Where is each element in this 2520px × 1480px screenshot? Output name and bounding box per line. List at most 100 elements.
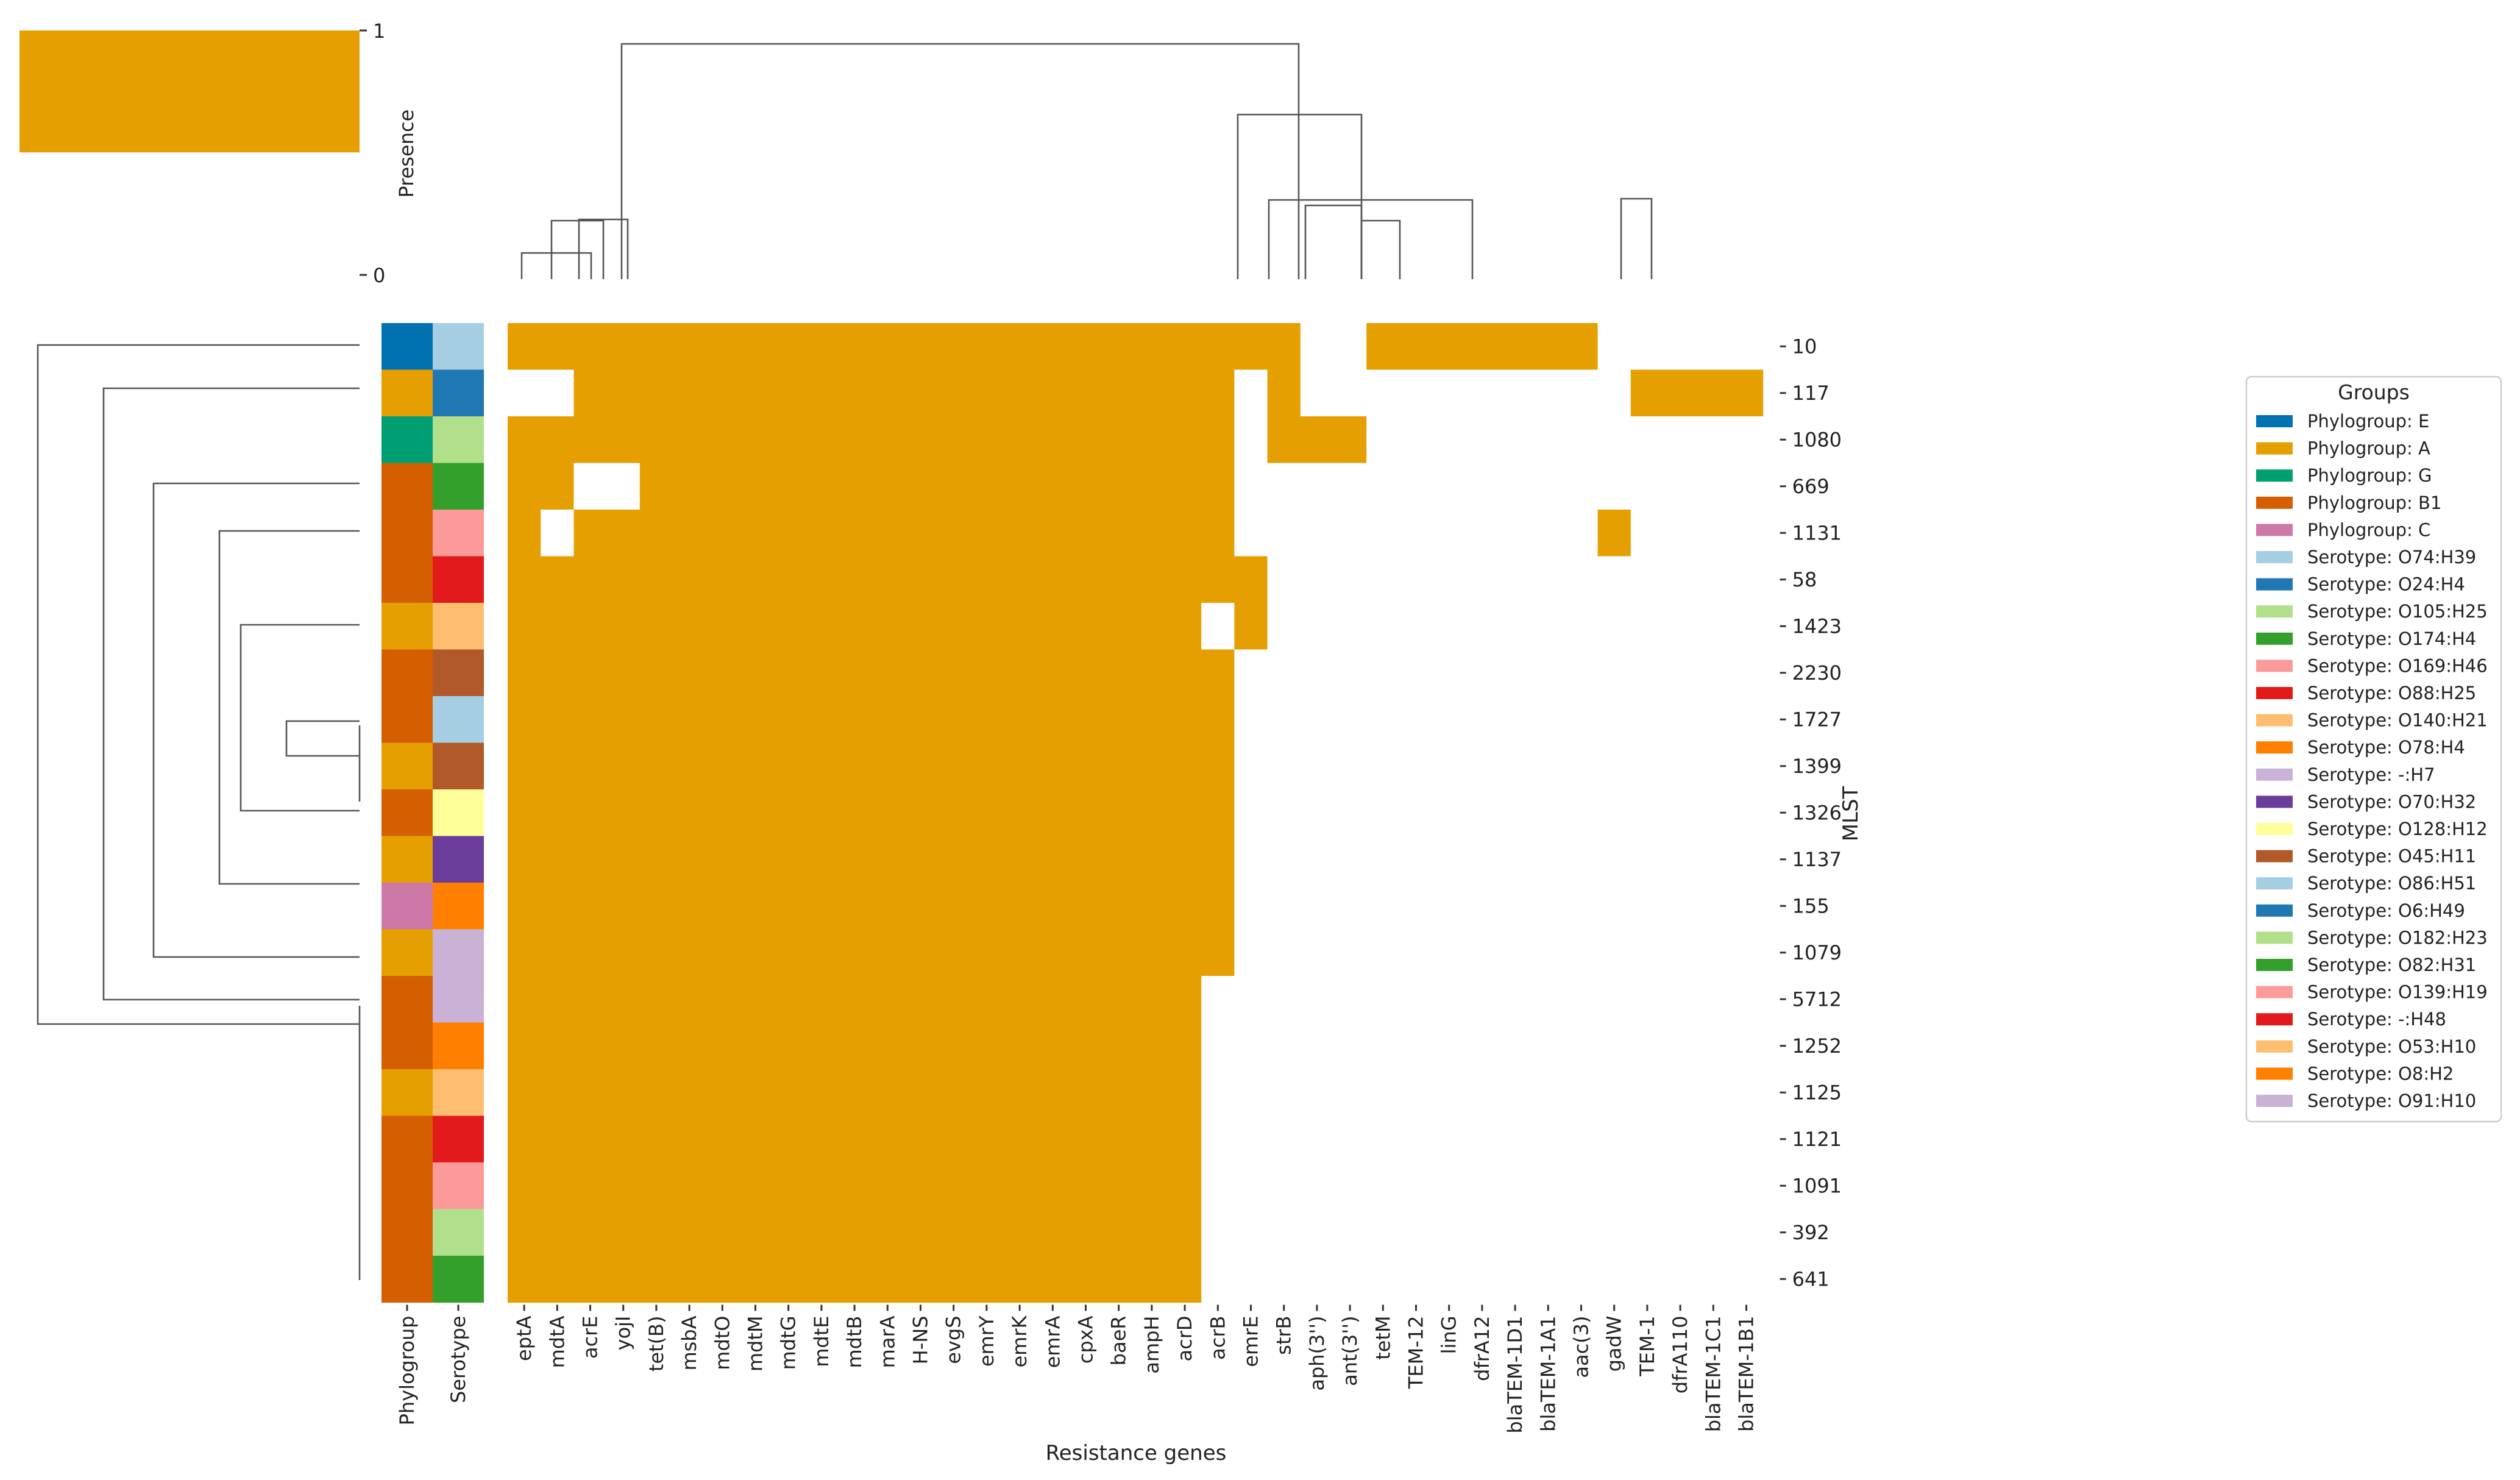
heatmap-cell	[1730, 323, 1764, 371]
heatmap-cell	[937, 463, 971, 510]
heatmap-cell	[1399, 510, 1433, 557]
dendrogram-link	[520, 252, 592, 279]
heatmap-cell	[1234, 463, 1268, 510]
heatmap-cell	[1102, 603, 1136, 650]
heatmap-cell	[1300, 1069, 1334, 1117]
heatmap-cell	[1102, 1022, 1136, 1070]
heatmap-cell	[1201, 416, 1235, 464]
heatmap-cell	[1036, 1209, 1070, 1256]
heatmap-cell	[1135, 1022, 1169, 1070]
heatmap-cell	[573, 929, 608, 977]
heatmap-cell	[970, 883, 1004, 930]
legend-swatch	[2256, 795, 2293, 808]
dendrogram-link	[102, 387, 360, 1001]
heatmap-cell	[706, 463, 739, 510]
heatmap-cell	[1597, 603, 1631, 650]
heatmap-cell	[1465, 1256, 1499, 1303]
heatmap-cell	[1499, 789, 1532, 837]
heatmap-cell	[937, 883, 971, 930]
heatmap-cell	[937, 1022, 971, 1070]
mlst-tick-label: 1125	[1792, 1081, 1842, 1104]
heatmap-cell	[1135, 1069, 1169, 1117]
heatmap-cell	[1168, 1069, 1202, 1117]
heatmap-cell	[739, 1069, 773, 1117]
phylogroup-cell	[382, 369, 433, 417]
heatmap-cell	[1267, 463, 1301, 510]
legend-swatch	[2256, 605, 2293, 618]
gene-tick-label: strB	[1272, 1316, 1296, 1355]
heatmap-cell	[871, 836, 904, 883]
annotation-columns	[382, 323, 484, 1303]
heatmap-cell	[937, 696, 971, 744]
gene-tick-label: cpxA	[1074, 1315, 1098, 1364]
heatmap-cell	[639, 510, 673, 557]
heatmap-cell	[1333, 976, 1367, 1023]
gene-tick-label: acrB	[1206, 1316, 1229, 1360]
heatmap-cell	[772, 742, 806, 790]
heatmap-cell	[1168, 649, 1202, 697]
phylogroup-cell	[382, 836, 433, 883]
heatmap-cell	[573, 883, 608, 930]
heatmap-cell	[1135, 416, 1169, 464]
heatmap-cell	[1003, 463, 1037, 510]
heatmap-cell	[871, 883, 904, 930]
heatmap-cell	[508, 1115, 541, 1163]
gene-tick-label: yojI	[612, 1316, 635, 1351]
mlst-tick-label: 2230	[1792, 661, 1842, 685]
heatmap-cell	[871, 789, 904, 837]
heatmap-cell	[1465, 1069, 1499, 1117]
heatmap-cell	[706, 556, 739, 603]
heatmap-cell	[838, 1256, 871, 1303]
heatmap-cells	[508, 323, 1764, 1303]
heatmap-cell	[1234, 1256, 1268, 1303]
legend-swatch	[2256, 904, 2293, 917]
heatmap-cell	[804, 649, 839, 697]
heatmap-cell	[1366, 883, 1400, 930]
heatmap-cell	[970, 649, 1004, 697]
heatmap-cell	[1267, 1256, 1301, 1303]
heatmap-cell	[508, 1256, 541, 1303]
heatmap-cell	[1697, 836, 1730, 883]
dendrogram-link	[152, 482, 360, 958]
heatmap-cell	[673, 1209, 706, 1256]
heatmap-cell	[1697, 789, 1730, 837]
heatmap-cell	[1532, 556, 1565, 603]
heatmap-cell	[1333, 1209, 1367, 1256]
heatmap-cell	[1432, 789, 1466, 837]
heatmap-cell	[804, 1209, 839, 1256]
heatmap-cell	[1135, 649, 1169, 697]
heatmap-cell	[1432, 883, 1466, 930]
column-dendrogram	[520, 43, 1653, 279]
colorbar-tick-label: 1	[373, 20, 385, 43]
heatmap-cell	[706, 510, 739, 557]
heatmap-cell	[1664, 883, 1697, 930]
heatmap-cell	[1300, 463, 1334, 510]
heatmap-cell	[970, 742, 1004, 790]
heatmap-cell	[1234, 883, 1268, 930]
heatmap-cell	[541, 1256, 574, 1303]
heatmap-cell	[1730, 1256, 1764, 1303]
heatmap-cell	[606, 556, 641, 603]
heatmap-cell	[706, 1022, 739, 1070]
heatmap-cell	[1630, 929, 1664, 977]
heatmap-cell	[606, 1162, 641, 1210]
heatmap-cell	[639, 416, 673, 464]
heatmap-cell	[1697, 369, 1730, 417]
heatmap-cell	[508, 789, 541, 837]
heatmap-cell	[1168, 323, 1202, 371]
heatmap-cell	[1300, 510, 1334, 557]
heatmap-cell	[1564, 603, 1599, 650]
heatmap-cell	[1730, 649, 1764, 697]
heatmap-cell	[1597, 883, 1631, 930]
heatmap-cell	[639, 1022, 673, 1070]
heatmap-cell	[541, 369, 574, 417]
heatmap-cell	[772, 976, 806, 1023]
heatmap-cell	[1597, 369, 1631, 417]
heatmap-cell	[1135, 556, 1169, 603]
heatmap-cell	[1069, 369, 1103, 417]
heatmap-cell	[838, 1162, 871, 1210]
heatmap-cell	[639, 883, 673, 930]
gene-tick-label: mdtG	[777, 1316, 800, 1370]
heatmap-cell	[1532, 323, 1565, 371]
heatmap-cell	[1102, 556, 1136, 603]
